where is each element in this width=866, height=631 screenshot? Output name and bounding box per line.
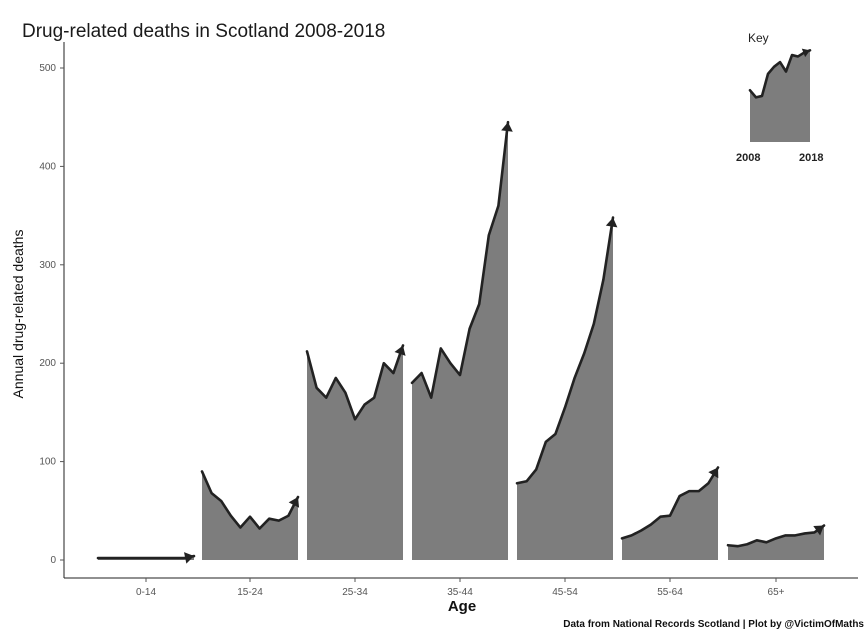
series-15-24-area [202, 471, 298, 560]
y-tick-label-400: 400 [39, 161, 56, 172]
chart-title: Drug-related deaths in Scotland 2008-201… [22, 21, 385, 42]
key-line [748, 49, 812, 99]
key-end-label: 2018 [799, 152, 823, 164]
legend-key: Key 2008 2018 [736, 31, 823, 164]
x-tick-label-65+: 65+ [768, 587, 785, 598]
key-start-label: 2008 [736, 152, 760, 164]
series-55-64 [620, 466, 720, 560]
y-tick-label-300: 300 [39, 260, 56, 271]
series-55-64-arrowhead [708, 467, 719, 479]
y-tick-label-100: 100 [39, 457, 56, 468]
series-55-64-line [620, 466, 720, 540]
series-45-54-line [515, 216, 615, 485]
series-25-34-arrowhead [394, 345, 406, 356]
key-arrowhead [801, 48, 810, 58]
x-tick-label-55-64: 55-64 [657, 587, 683, 598]
y-ticks: 0 100 200 300 400 500 [39, 63, 64, 566]
x-tick-label-35-44: 35-44 [447, 587, 473, 598]
series-15-24 [200, 470, 300, 560]
key-label: Key [748, 31, 769, 45]
y-tick-label-0: 0 [50, 555, 56, 566]
y-tick-label-500: 500 [39, 63, 56, 74]
y-axis: Annual drug-related deaths [10, 42, 65, 578]
series-25-34-area [307, 345, 403, 560]
series-35-44-arrowhead [501, 122, 513, 132]
x-ticks: 0-14 15-24 25-34 35-44 45-54 55-64 65+ [136, 578, 785, 598]
x-axis: Age [64, 577, 858, 615]
series-65+-area [728, 525, 824, 560]
series-35-44-line [410, 120, 510, 399]
series-55-64-area [622, 467, 718, 560]
chart-caption: Data from National Records Scotland | Pl… [563, 619, 864, 630]
y-axis-label: Annual drug-related deaths [10, 230, 26, 399]
series-45-54-arrowhead [605, 217, 618, 228]
series-35-44 [410, 120, 513, 561]
series-25-34-line [305, 344, 405, 421]
series-35-44-area [412, 122, 508, 561]
x-tick-label-45-54: 45-54 [552, 587, 578, 598]
x-tick-label-15-24: 15-24 [237, 587, 263, 598]
key-area [750, 50, 810, 142]
series-65+-arrowhead [813, 525, 824, 536]
series-0-14-line [96, 554, 196, 560]
series-0-14-arrowhead [184, 552, 194, 564]
x-axis-label: Age [448, 598, 476, 615]
y-tick-label-200: 200 [39, 358, 56, 369]
x-tick-label-25-34: 25-34 [342, 587, 368, 598]
series-0-14 [96, 552, 196, 564]
series-15-24-line [200, 470, 300, 530]
key-series [748, 48, 812, 142]
x-tick-label-0-14: 0-14 [136, 587, 156, 598]
series-45-54-area [517, 217, 613, 560]
series-25-34 [305, 344, 406, 560]
series-15-24-arrowhead [288, 497, 300, 508]
series-65+-line [726, 524, 826, 548]
series-45-54 [515, 216, 618, 560]
series-65+ [726, 524, 826, 560]
series-group [96, 120, 826, 564]
